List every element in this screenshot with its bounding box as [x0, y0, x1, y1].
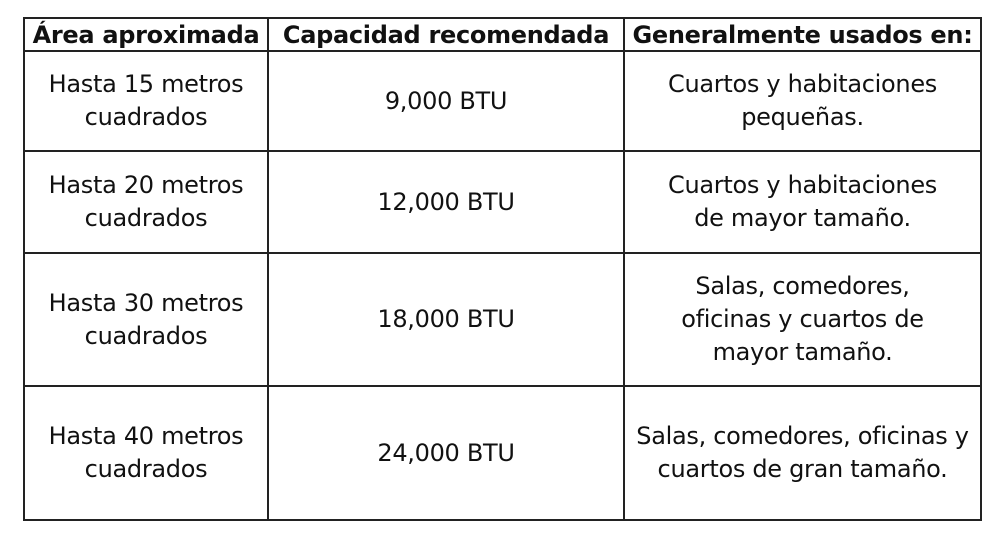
cell-usage: Salas, comedores, oficinas y cuartos de …	[623, 385, 982, 521]
cell-usage-text: Salas, comedores, oficinas y cuartos de …	[681, 272, 924, 366]
table-row: Hasta 30 metros cuadrados 18,000 BTU Sal…	[23, 252, 982, 387]
cell-area-text: Hasta 40 metros cuadrados	[48, 422, 244, 483]
header-row: Área aproximada Capacidad recomendada Ge…	[23, 17, 982, 52]
header-capacity: Capacidad recomendada	[267, 17, 625, 52]
cell-usage: Cuartos y habitaciones de mayor tamaño.	[623, 150, 982, 254]
cell-area-text: Hasta 30 metros cuadrados	[48, 288, 244, 350]
cell-usage: Salas, comedores, oficinas y cuartos de …	[623, 252, 982, 387]
cell-capacity: 24,000 BTU	[267, 385, 625, 521]
cell-usage-text: Cuartos y habitaciones pequeñas.	[668, 70, 937, 131]
cell-usage-text: Cuartos y habitaciones de mayor tamaño.	[668, 171, 937, 232]
cell-area: Hasta 20 metros cuadrados	[23, 150, 269, 254]
table-row: Hasta 20 metros cuadrados 12,000 BTU Cua…	[23, 150, 982, 254]
cell-usage-text: Salas, comedores, oficinas y cuartos de …	[636, 422, 969, 483]
cell-capacity: 9,000 BTU	[267, 50, 625, 152]
btu-capacity-table: Área aproximada Capacidad recomendada Ge…	[23, 17, 982, 521]
cell-capacity: 18,000 BTU	[267, 252, 625, 387]
cell-area: Hasta 15 metros cuadrados	[23, 50, 269, 152]
cell-area: Hasta 40 metros cuadrados	[23, 385, 269, 521]
cell-capacity: 12,000 BTU	[267, 150, 625, 254]
table-row: Hasta 40 metros cuadrados 24,000 BTU Sal…	[23, 385, 982, 521]
header-usage: Generalmente usados en:	[623, 17, 982, 52]
cell-usage: Cuartos y habitaciones pequeñas.	[623, 50, 982, 152]
cell-area: Hasta 30 metros cuadrados	[23, 252, 269, 387]
table-row: Hasta 15 metros cuadrados 9,000 BTU Cuar…	[23, 50, 982, 152]
cell-area-text: Hasta 20 metros cuadrados	[48, 171, 244, 232]
cell-area-text: Hasta 15 metros cuadrados	[48, 70, 244, 131]
header-area: Área aproximada	[23, 17, 269, 52]
